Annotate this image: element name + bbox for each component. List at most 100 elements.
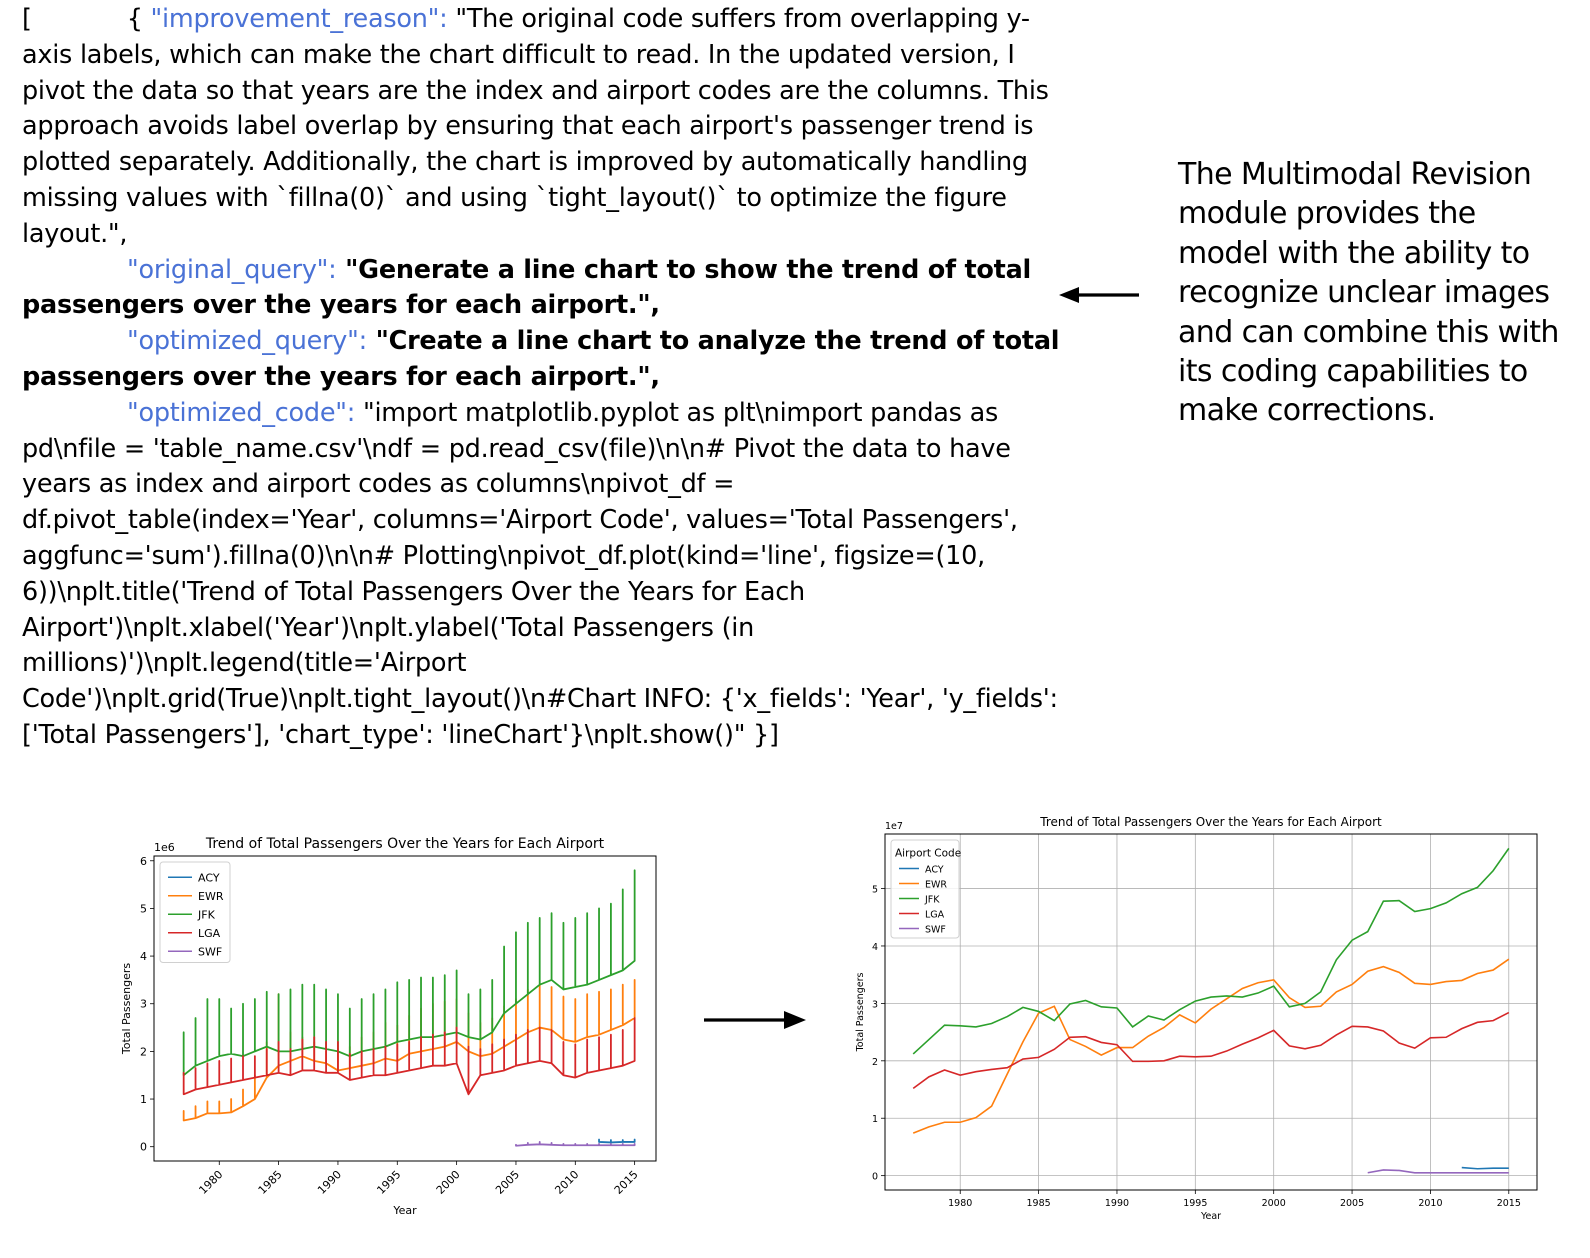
y-tick-label: 3 xyxy=(872,999,878,1010)
y-tick-label: 1 xyxy=(872,1114,878,1125)
code-text: Code')\nplt.grid(True)\nplt.tight_layout… xyxy=(22,684,1058,715)
code-line: Airport')\nplt.xlabel('Year')\nplt.ylabe… xyxy=(22,611,1102,647)
code-line: 6))\nplt.title('Trend of Total Passenger… xyxy=(22,575,1102,611)
code-text: "import matplotlib.pyplot as plt\nimport… xyxy=(355,397,998,428)
code-text: pd\nfile = 'table_name.csv'\ndf = pd.rea… xyxy=(22,433,1011,464)
code-line: plotted separately. Additionally, the ch… xyxy=(22,145,1102,181)
y-tick-label: 0 xyxy=(872,1172,878,1183)
code-line: "original_query": "Generate a line chart… xyxy=(22,253,1102,289)
code-text: [ xyxy=(22,4,32,34)
x-tick-label: 1980 xyxy=(948,1198,972,1209)
code-line: aggfunc='sum').fillna(0)\n\n# Plotting\n… xyxy=(22,539,1102,575)
legend-title: Airport Code xyxy=(895,848,961,860)
plot-frame xyxy=(884,833,1538,1191)
plot-frame xyxy=(153,855,657,1162)
y-tick-label: 5 xyxy=(140,902,147,915)
x-tick-label: 2000 xyxy=(434,1168,463,1197)
x-tick-label: 1995 xyxy=(374,1168,403,1197)
y-axis-label: Total Passengers xyxy=(120,963,133,1056)
code-text: approach avoids label overlap by ensurin… xyxy=(22,111,1034,142)
x-tick-label: 1985 xyxy=(1027,1198,1051,1209)
json-key: "optimized_query": xyxy=(127,326,367,357)
series-line-jfk xyxy=(182,869,636,1077)
code-text: aggfunc='sum').fillna(0)\n\n# Plotting\n… xyxy=(22,540,985,571)
code-line: passengers over the years for each airpo… xyxy=(22,360,1102,396)
y-axis-multiplier: 1e6 xyxy=(154,841,175,854)
chart-title: Trend of Total Passengers Over the Years… xyxy=(1039,815,1382,829)
side-note-line: its coding capabilities to xyxy=(1178,354,1528,390)
x-tick-label: 2010 xyxy=(1418,1198,1442,1209)
code-text: "Create a line chart to analyze the tren… xyxy=(366,326,1060,357)
series-line-swf xyxy=(515,1141,636,1147)
series-line-ewr xyxy=(912,958,1510,1134)
y-tick-label: 4 xyxy=(872,942,878,953)
code-text: layout.", xyxy=(22,218,128,249)
side-note-line: model with the ability to xyxy=(1178,235,1530,271)
legend-label: SWF xyxy=(925,925,946,936)
legend-label: JFK xyxy=(197,908,216,921)
code-text: "Generate a line chart to show the trend… xyxy=(336,254,1032,285)
code-text: Airport')\nplt.xlabel('Year')\nplt.ylabe… xyxy=(22,612,755,643)
side-note: The Multimodal Revision module provides t… xyxy=(1178,155,1590,431)
legend-label: ACY xyxy=(198,871,220,884)
legend-label: SWF xyxy=(198,945,222,958)
y-tick-label: 1 xyxy=(140,1093,147,1106)
y-tick-label: 4 xyxy=(140,950,147,963)
y-tick-label: 3 xyxy=(140,998,147,1011)
side-note-line: module provides the xyxy=(1178,196,1476,232)
series-line-lga xyxy=(182,1017,636,1096)
y-axis-multiplier: 1e7 xyxy=(885,821,903,832)
series-line-acy xyxy=(1461,1166,1509,1170)
json-key: "optimized_code": xyxy=(127,397,356,428)
code-text: plotted separately. Additionally, the ch… xyxy=(22,147,1028,178)
code-text: 6))\nplt.title('Trend of Total Passenger… xyxy=(22,576,805,607)
x-tick-label: 1995 xyxy=(1183,1198,1207,1209)
code-line: layout.", xyxy=(22,217,1102,253)
code-line: "optimized_query": "Create a line chart … xyxy=(22,324,1102,360)
code-line: passengers over the years for each airpo… xyxy=(22,288,1102,324)
y-tick-label: 5 xyxy=(872,885,878,896)
side-note-line: The Multimodal Revision xyxy=(1178,157,1532,192)
code-text: pivot the data so that years are the ind… xyxy=(22,75,1049,106)
x-tick-label: 2005 xyxy=(493,1168,522,1197)
code-text: "The original code suffers from overlapp… xyxy=(447,4,1030,34)
y-axis-label: Total Passengers xyxy=(855,973,866,1053)
y-tick-label: 2 xyxy=(872,1057,878,1068)
legend-box xyxy=(159,861,231,963)
code-text: axis labels, which can make the chart di… xyxy=(22,39,1015,70)
json-code-block: [ { "improvement_reason": "The original c… xyxy=(22,2,1102,754)
x-axis-label: Year xyxy=(1200,1211,1221,1222)
y-tick-label: 6 xyxy=(140,855,147,868)
legend-label: ACY xyxy=(925,865,944,876)
x-axis-label: Year xyxy=(392,1204,417,1217)
chart-title: Trend of Total Passengers Over the Years… xyxy=(205,836,605,852)
code-text: df.pivot_table(index='Year', columns='Ai… xyxy=(22,505,1018,536)
x-tick-label: 2005 xyxy=(1340,1198,1364,1209)
code-text: { xyxy=(126,4,151,34)
improved-chart: Trend of Total Passengers Over the Years… xyxy=(845,812,1545,1236)
code-line: millions)')\nplt.legend(title='Airport xyxy=(22,646,1102,682)
code-line: years as index and airport codes as colu… xyxy=(22,467,1102,503)
json-key: "improvement_reason": xyxy=(150,4,448,34)
legend-label: JFK xyxy=(924,895,940,906)
code-text: passengers over the years for each airpo… xyxy=(22,290,660,321)
code-text: millions)')\nplt.legend(title='Airport xyxy=(22,648,467,679)
code-line: Code')\nplt.grid(True)\nplt.tight_layout… xyxy=(22,682,1102,718)
legend-label: LGA xyxy=(198,927,221,940)
legend-label: EWR xyxy=(925,880,947,891)
series-line-acy xyxy=(598,1138,636,1144)
code-line: pd\nfile = 'table_name.csv'\ndf = pd.rea… xyxy=(22,432,1102,468)
side-note-line: make corrections. xyxy=(1178,393,1436,429)
x-tick-label: 2000 xyxy=(1262,1198,1286,1209)
side-note-line: and can combine this with xyxy=(1178,314,1559,350)
code-text: ['Total Passengers'], 'chart_type': 'lin… xyxy=(22,719,779,750)
x-tick-label: 2015 xyxy=(612,1168,641,1197)
code-line: df.pivot_table(index='Year', columns='Ai… xyxy=(22,503,1102,539)
json-key: "original_query": xyxy=(127,254,337,285)
x-tick-label: 1990 xyxy=(1105,1198,1129,1209)
code-text: missing values with `fillna(0)` and usin… xyxy=(22,182,1007,213)
series-line-jfk xyxy=(912,847,1510,1055)
code-line: "optimized_code": "import matplotlib.pyp… xyxy=(22,396,1102,432)
x-tick-label: 1980 xyxy=(196,1168,225,1197)
x-tick-label: 2010 xyxy=(552,1168,581,1197)
